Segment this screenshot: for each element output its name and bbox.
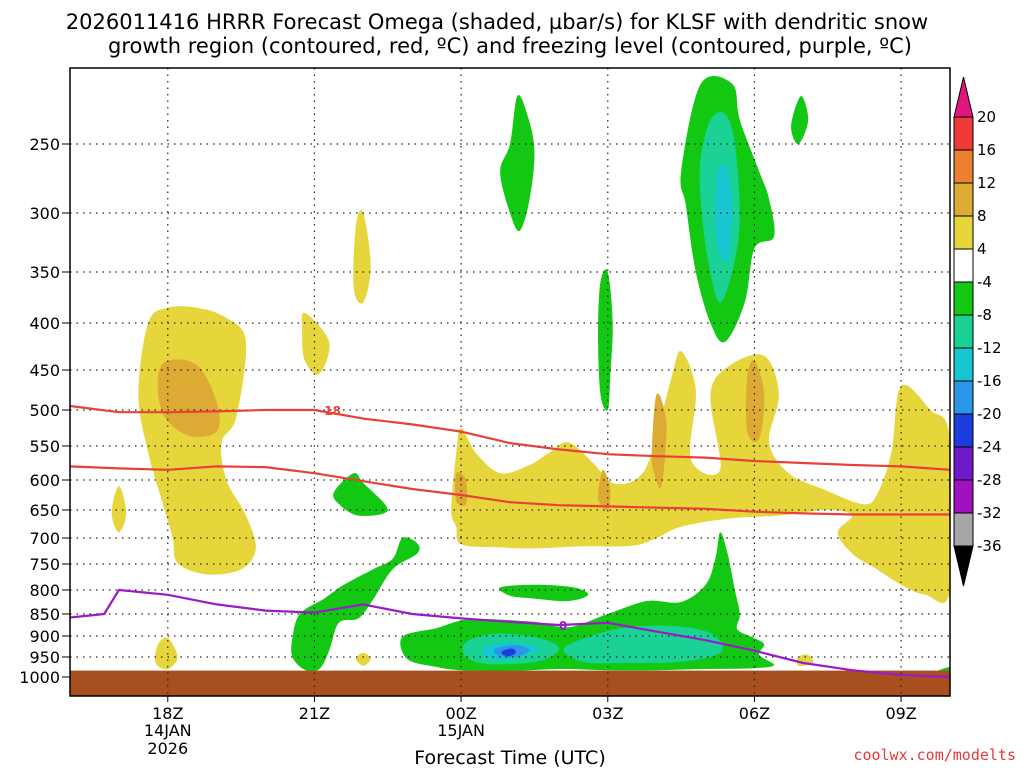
x-tick-sublabel-18Z: 14JAN — [144, 721, 192, 740]
omega-region-19 — [333, 472, 388, 516]
omega-region-17 — [791, 95, 809, 145]
x-tick-sublabel-00Z: 15JAN — [437, 721, 485, 740]
chart-title-line-1: 2026011416 HRRR Forecast Omega (shaded, … — [66, 10, 928, 34]
colorbar-bin-10 — [953, 446, 974, 481]
plot-area: -18 0 — [69, 67, 951, 697]
omega-region-18 — [598, 269, 613, 411]
y-axis: 250 300 350 400 450 500 550 600 650 700 750 800 850 9… — [19, 135, 70, 687]
x-tick-label-18Z: 18Z — [152, 704, 183, 723]
y-tick-label-950: 950 — [29, 648, 60, 667]
credit-text: coolwx.com/modelts — [853, 746, 1016, 764]
y-tick-label-450: 450 — [29, 361, 60, 380]
omega-region-9 — [745, 360, 765, 442]
omega-region-10 — [597, 469, 611, 511]
colorbar-bin-6 — [953, 314, 974, 349]
omega-region-6 — [356, 652, 371, 666]
omega-region-3 — [154, 637, 178, 670]
colorbar-bottom-arrow — [953, 545, 974, 587]
colorbar-bin-11 — [953, 479, 974, 514]
contour-dgz-bottom — [70, 465, 950, 516]
colorbar-label-11: -28 — [977, 471, 1002, 489]
omega-region-22 — [499, 584, 589, 602]
contour-label-freezing-level: 0 — [559, 619, 567, 633]
y-tick-label-400: 400 — [29, 314, 60, 333]
colorbar-bin-2 — [953, 182, 974, 217]
x-tick-year-18Z: 2026 — [147, 739, 188, 758]
colorbar-label-1: 16 — [977, 141, 996, 159]
colorbar-label-6: -8 — [977, 306, 992, 324]
chart-title-line-2: growth region (contoured, red, ºC) and f… — [108, 34, 912, 58]
y-tick-label-250: 250 — [29, 135, 60, 154]
colorbar-label-7: -12 — [977, 339, 1002, 357]
colorbar-bin-12 — [953, 512, 974, 547]
x-axis-title: Forecast Time (UTC) — [414, 747, 605, 768]
omega-region-16 — [715, 164, 733, 263]
omega-region-5 — [353, 210, 371, 304]
x-tick-label-21Z: 21Z — [299, 704, 330, 723]
x-tick-label-06Z: 06Z — [739, 704, 770, 723]
omega-region-2 — [111, 486, 127, 533]
omega-region-4 — [301, 312, 330, 375]
colorbar-label-10: -24 — [977, 438, 1002, 456]
contour-layer: -18 0 — [70, 404, 950, 679]
y-tick-label-800: 800 — [29, 581, 60, 600]
colorbar-label-0: 20 — [977, 108, 996, 126]
y-tick-label-300: 300 — [29, 204, 60, 223]
y-tick-label-750: 750 — [29, 555, 60, 574]
colorbar-label-9: -20 — [977, 405, 1002, 423]
colorbar-label-8: -16 — [977, 372, 1002, 390]
omega-region-13 — [500, 94, 535, 232]
omega-region-7 — [451, 351, 950, 604]
y-tick-label-550: 550 — [29, 437, 60, 456]
colorbar-bin-3 — [953, 215, 974, 250]
omega-region-1 — [157, 359, 220, 437]
y-tick-label-1000: 1000 — [19, 668, 60, 687]
colorbar-label-12: -32 — [977, 504, 1002, 522]
contour-freezing-level — [70, 588, 950, 679]
ground-layer — [70, 670, 950, 696]
x-tick-label-00Z: 00Z — [445, 704, 476, 723]
omega-region-27 — [501, 648, 516, 657]
colorbar-bin-8 — [953, 380, 974, 415]
colorbar-bin-5 — [953, 281, 974, 316]
gridlines — [70, 68, 950, 696]
colorbar-bin-1 — [953, 149, 974, 184]
colorbar-label-3: 8 — [977, 207, 987, 225]
y-tick-label-700: 700 — [29, 529, 60, 548]
contour-dgz-top — [70, 404, 950, 471]
y-tick-label-500: 500 — [29, 401, 60, 420]
y-tick-label-350: 350 — [29, 263, 60, 282]
contour-label-dgz-top: -18 — [319, 404, 341, 418]
ground-band — [70, 670, 950, 696]
plot-frame — [69, 67, 951, 697]
x-tick-label-09Z: 09Z — [885, 704, 916, 723]
y-tick-label-650: 650 — [29, 501, 60, 520]
colorbar-label-13: -36 — [977, 537, 1002, 555]
colorbar-label-5: -4 — [977, 273, 992, 291]
colorbar-bin-4 — [953, 248, 974, 283]
y-tick-label-900: 900 — [29, 627, 60, 646]
x-tick-label-03Z: 03Z — [592, 704, 623, 723]
colorbar-bin-7 — [953, 347, 974, 382]
omega-region-20 — [291, 537, 420, 672]
y-tick-label-600: 600 — [29, 471, 60, 490]
omega-region-28 — [582, 643, 657, 655]
colorbar-bin-9 — [953, 413, 974, 448]
colorbar: 20 16 12 8 4 -4 -8 -12 -16 -20 -24 -28 -32 -36 — [953, 76, 1002, 587]
omega-region-8 — [651, 393, 667, 489]
omega-region-11 — [455, 472, 468, 506]
colorbar-label-2: 12 — [977, 174, 996, 192]
colorbar-bin-0 — [953, 116, 974, 151]
colorbar-label-4: 4 — [977, 240, 987, 258]
y-tick-label-850: 850 — [29, 605, 60, 624]
